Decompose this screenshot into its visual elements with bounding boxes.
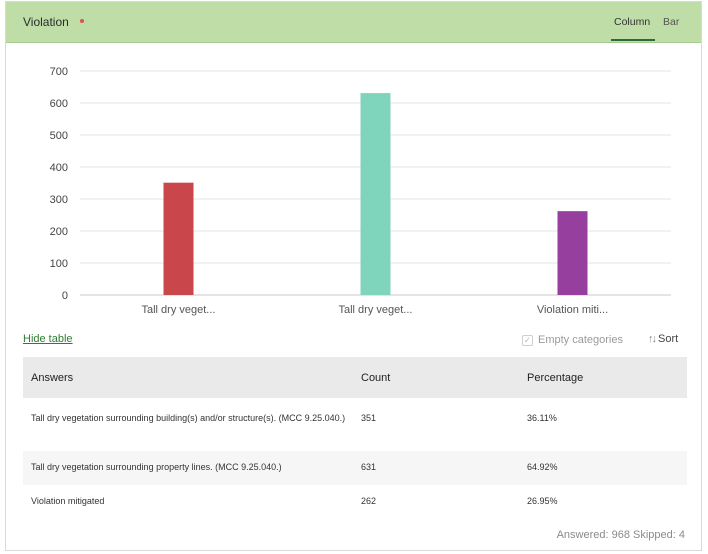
y-tick-label: 700 <box>50 66 68 78</box>
percentage-cell: 26.95% <box>527 496 558 506</box>
tab-bar[interactable]: Bar <box>663 16 680 28</box>
active-tab-indicator <box>611 39 655 41</box>
y-tick-label: 0 <box>62 290 68 302</box>
bar[interactable] <box>557 211 588 295</box>
header-answers: Answers <box>31 371 74 384</box>
x-tick-label: Tall dry veget... <box>339 304 413 316</box>
hide-table-link[interactable]: Hide table <box>23 333 73 345</box>
table-row: Tall dry vegetation surrounding property… <box>23 451 687 485</box>
empty-categories-label: Empty categories <box>538 334 623 346</box>
count-cell: 351 <box>361 413 377 423</box>
x-tick-label: Tall dry veget... <box>142 304 216 316</box>
percentage-cell: 36.11% <box>527 413 557 423</box>
table-row: Violation mitigated 262 26.95% <box>23 485 687 519</box>
bar[interactable] <box>163 182 194 295</box>
tab-column[interactable]: Column <box>614 16 651 28</box>
sort-icon: ↑↓ <box>648 333 657 345</box>
x-axis: Tall dry veget... Tall dry veget... Violat… <box>142 304 609 316</box>
percentage-cell: 64.92% <box>527 462 558 472</box>
bar[interactable] <box>360 93 391 295</box>
count-cell: 631 <box>361 462 377 472</box>
y-tick-label: 100 <box>50 258 68 270</box>
sort-label: Sort <box>658 333 679 345</box>
header-count: Count <box>361 371 391 384</box>
y-tick-label: 400 <box>50 162 68 174</box>
answer-cell: Tall dry vegetation surrounding property… <box>31 462 282 472</box>
answer-cell: Violation mitigated <box>31 496 105 506</box>
y-tick-label: 300 <box>50 194 68 206</box>
panel-header: Violation Column Bar <box>6 2 701 43</box>
table-header: Answers Count Percentage <box>23 357 687 398</box>
y-tick-label: 200 <box>50 226 68 238</box>
y-axis: 0 100 200 300 400 500 600 700 <box>50 66 68 302</box>
y-tick-label: 500 <box>50 130 68 142</box>
response-summary: Answered: 968 Skipped: 4 <box>556 529 685 541</box>
table-row: Tall dry vegetation surrounding building… <box>23 398 687 451</box>
empty-categories-toggle[interactable]: ✓ Empty categories <box>522 334 623 346</box>
y-tick-label: 600 <box>50 98 68 110</box>
x-tick-label: Violation miti... <box>537 304 608 316</box>
required-indicator-icon <box>80 19 84 23</box>
question-summary-panel: Violation Column Bar 0 100 200 300 400 500 600… <box>5 1 702 551</box>
answer-cell: Tall dry vegetation surrounding building… <box>31 413 346 423</box>
question-title: Violation <box>23 15 69 29</box>
column-chart: 0 100 200 300 400 500 600 700 Tall dry veget...… <box>50 66 671 316</box>
sort-button[interactable]: ↑↓ Sort <box>648 333 678 345</box>
count-cell: 262 <box>361 496 377 506</box>
header-percentage: Percentage <box>527 371 584 384</box>
chart-bars <box>163 93 588 295</box>
answers-table: Answers Count Percentage Tall dry vegeta… <box>23 357 687 519</box>
check-icon[interactable]: ✓ <box>522 334 533 346</box>
